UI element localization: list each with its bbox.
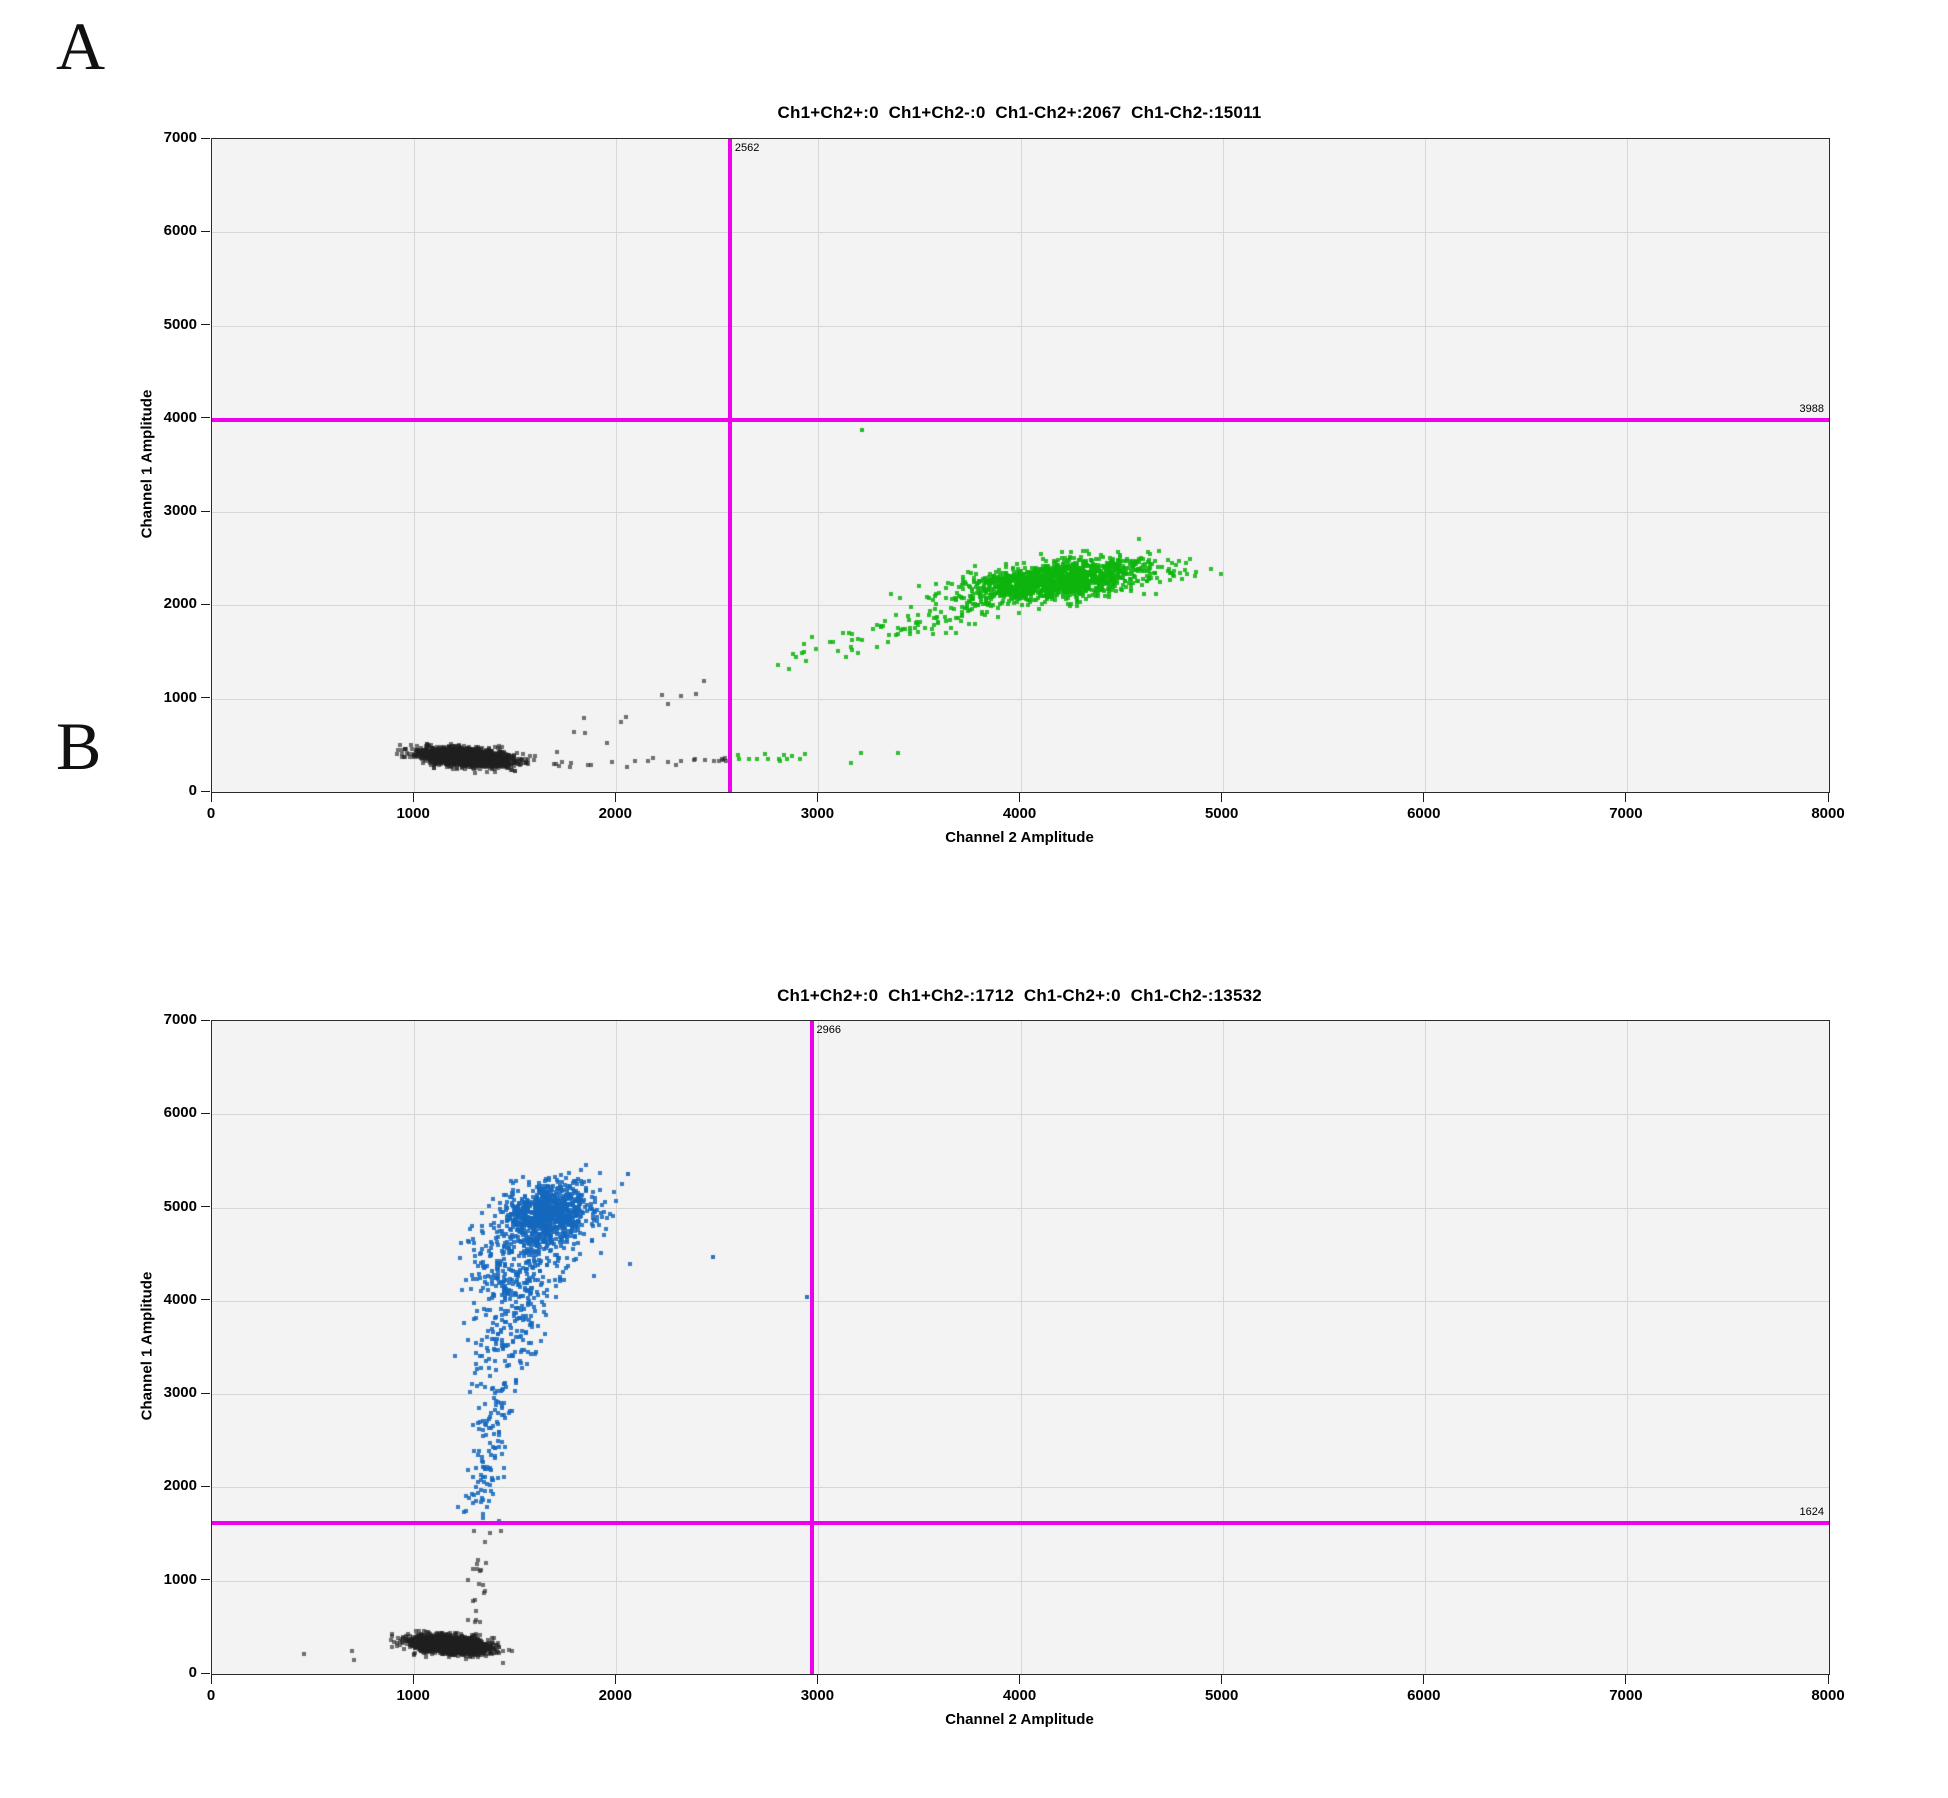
x-tick-mark	[1827, 1675, 1829, 1684]
x-tick-mark	[816, 1675, 818, 1684]
y-tick-mark	[201, 697, 210, 699]
x-tick-label: 2000	[598, 1687, 632, 1704]
panel-a-threshold-line-horizontal	[212, 417, 1829, 422]
x-tick-label: 4000	[1002, 1687, 1037, 1704]
y-tick-mark	[201, 1485, 210, 1487]
y-tick-label: 6000	[163, 222, 197, 240]
panel-b-x-axis-label: Channel 2 Amplitude	[945, 1711, 1094, 1728]
panel-b-quadrant-counts-title: Ch1+Ch2+:0 Ch1+Ch2-:1712 Ch1-Ch2+:0 Ch1-…	[777, 986, 1262, 1005]
x-tick-mark	[1423, 1675, 1425, 1684]
y-tick-mark	[201, 790, 210, 792]
x-tick-label: 7000	[1609, 1687, 1643, 1704]
x-tick-label: 3000	[800, 1687, 835, 1704]
x-tick-mark	[614, 793, 616, 802]
y-tick-label: 4000	[163, 408, 197, 426]
y-tick-mark	[201, 1392, 210, 1394]
x-tick-label: 2000	[598, 805, 632, 822]
y-tick-mark	[201, 1299, 210, 1301]
y-tick-label: 1000	[163, 688, 197, 706]
x-tick-label: 5000	[1204, 805, 1239, 822]
y-tick-label: 0	[188, 1664, 197, 1681]
y-tick-mark	[201, 137, 210, 139]
x-tick-label: 0	[206, 1687, 216, 1704]
panel-b-threshold-label-horizontal: 1624	[1799, 1505, 1824, 1518]
x-tick-mark	[412, 1675, 414, 1684]
x-tick-mark	[1221, 793, 1223, 802]
panel-b-letter: B	[56, 708, 102, 784]
x-tick-mark	[614, 1675, 616, 1684]
y-tick-label: 2000	[163, 1477, 197, 1495]
x-tick-mark	[210, 793, 212, 802]
x-tick-label: 1000	[396, 805, 430, 822]
y-tick-mark	[201, 603, 210, 605]
y-tick-label: 6000	[163, 1104, 197, 1122]
x-tick-label: 4000	[1002, 805, 1037, 822]
x-tick-mark	[1827, 793, 1829, 802]
y-tick-mark	[201, 1019, 210, 1021]
y-tick-mark	[201, 510, 210, 512]
y-tick-label: 1000	[163, 1570, 197, 1588]
panel-b-threshold-line-horizontal	[212, 1520, 1829, 1525]
y-tick-mark	[201, 1206, 210, 1208]
panel-a-threshold-label-vertical: 2562	[734, 142, 760, 154]
panel-a-scatter-points	[212, 139, 1829, 792]
y-tick-label: 7000	[163, 1011, 197, 1028]
x-tick-label: 0	[206, 805, 216, 822]
y-tick-label: 7000	[163, 129, 197, 146]
panel-a-threshold-label-horizontal: 3988	[1799, 402, 1824, 415]
y-tick-mark	[201, 324, 210, 326]
x-tick-mark	[816, 793, 818, 802]
y-tick-mark	[201, 1672, 210, 1674]
x-tick-mark	[1423, 793, 1425, 802]
x-tick-mark	[1221, 1675, 1223, 1684]
x-tick-label: 3000	[800, 805, 835, 822]
x-tick-label: 7000	[1609, 805, 1643, 822]
panel-a-x-axis-label: Channel 2 Amplitude	[945, 829, 1094, 846]
x-tick-mark	[1625, 1675, 1627, 1684]
x-tick-mark	[1019, 793, 1020, 802]
x-tick-label: 6000	[1407, 805, 1441, 822]
y-tick-label: 4000	[163, 1290, 197, 1308]
y-tick-label: 2000	[163, 595, 197, 613]
y-tick-label: 5000	[163, 315, 197, 333]
y-tick-label: 3000	[163, 502, 197, 520]
y-tick-label: 5000	[163, 1197, 197, 1215]
x-tick-mark	[1625, 793, 1627, 802]
y-tick-mark	[201, 230, 210, 232]
panel-a-threshold-line-vertical	[727, 139, 732, 792]
y-tick-label: 0	[188, 782, 197, 799]
panel-a-plot-area: 2562 3988	[211, 138, 1830, 793]
panel-b-scatter-points	[212, 1021, 1829, 1674]
panel-a-letter: A	[56, 8, 106, 84]
x-tick-label: 1000	[396, 1687, 430, 1704]
x-tick-label: 8000	[1811, 1687, 1845, 1704]
x-tick-mark	[412, 793, 414, 802]
y-tick-label: 3000	[163, 1384, 197, 1402]
panel-a-quadrant-counts-title: Ch1+Ch2+:0 Ch1+Ch2-:0 Ch1-Ch2+:2067 Ch1-…	[777, 103, 1262, 122]
y-tick-mark	[201, 1579, 210, 1581]
panel-b-threshold-label-vertical: 2966	[816, 1024, 841, 1036]
x-tick-label: 8000	[1811, 805, 1845, 822]
y-tick-mark	[201, 417, 210, 419]
x-tick-label: 5000	[1204, 1687, 1239, 1704]
y-tick-mark	[201, 1112, 210, 1114]
x-tick-mark	[210, 1675, 212, 1684]
x-tick-label: 6000	[1407, 1687, 1441, 1704]
panel-b-threshold-line-vertical	[809, 1021, 814, 1674]
panel-b-plot-area: 2966 1624	[211, 1020, 1830, 1675]
x-tick-mark	[1019, 1675, 1020, 1684]
